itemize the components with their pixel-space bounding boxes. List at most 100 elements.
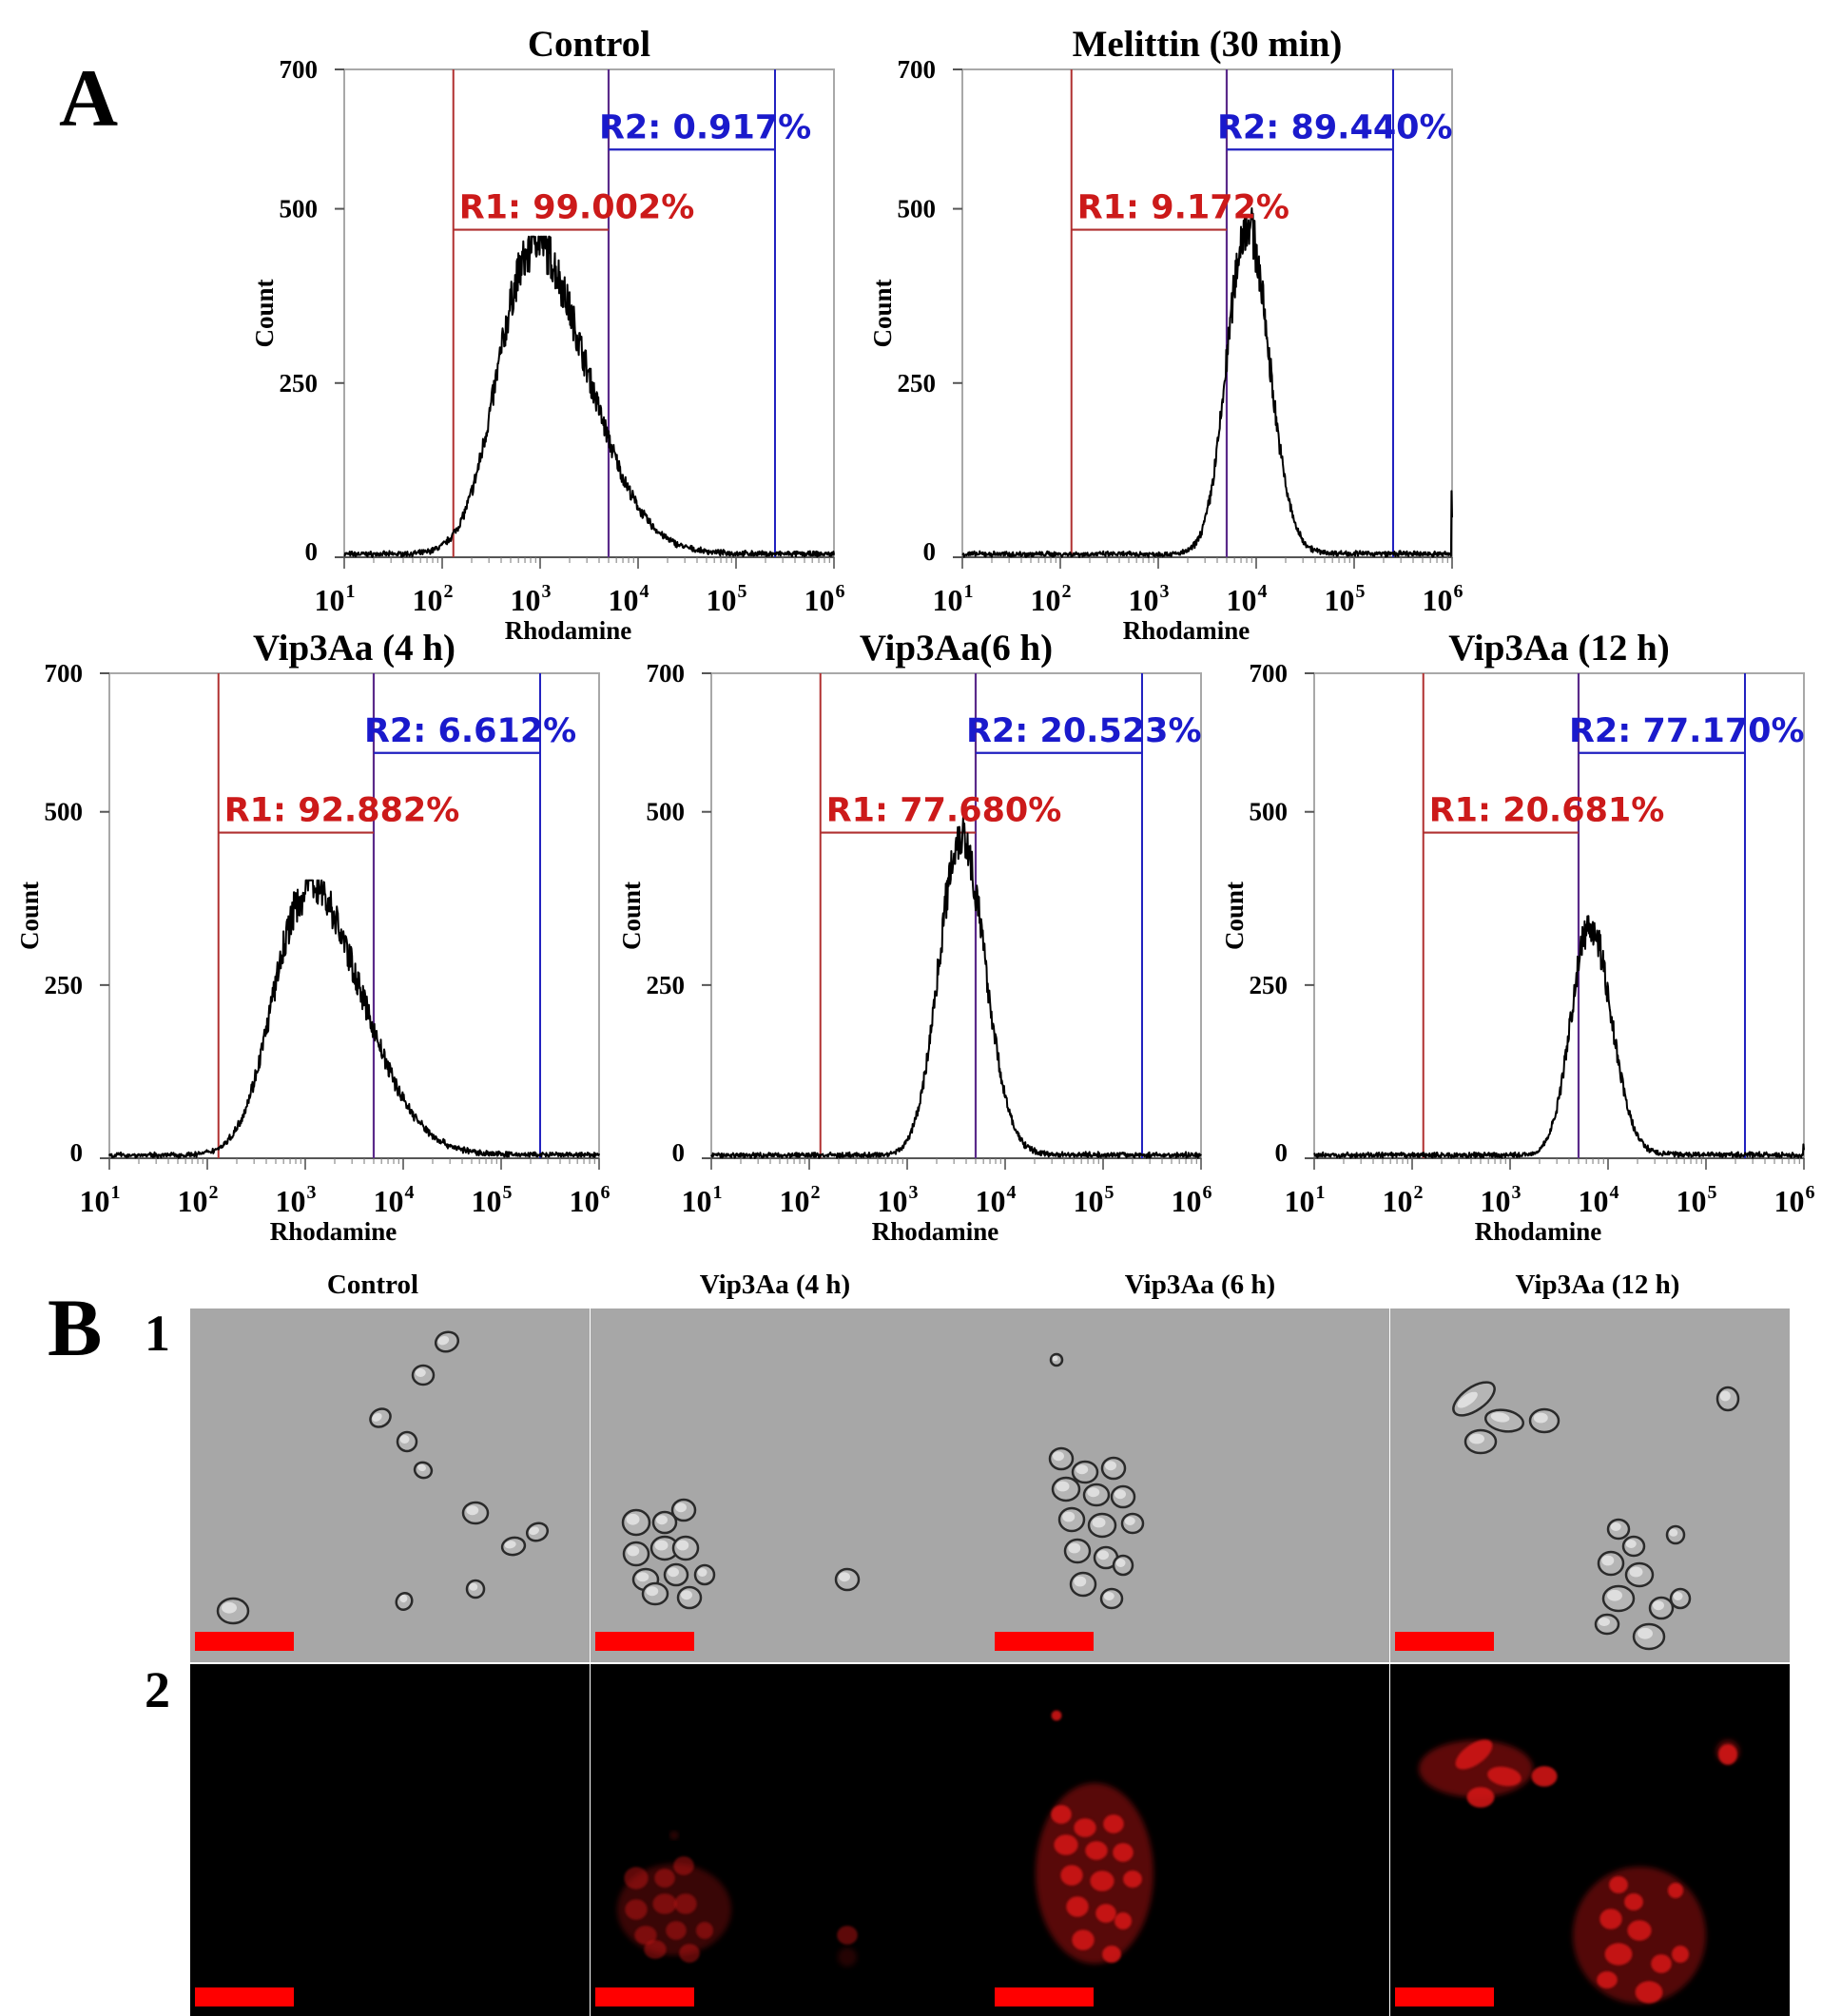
fluorescent-cell bbox=[1672, 1946, 1689, 1963]
cell-highlight bbox=[627, 1545, 640, 1557]
cell-highlight bbox=[529, 1526, 539, 1536]
x-tick-label: 101 bbox=[80, 1182, 121, 1218]
cell-highlight bbox=[1068, 1542, 1081, 1554]
yeast-cell bbox=[395, 1591, 414, 1612]
cell-highlight bbox=[839, 1572, 850, 1582]
histogram-trace bbox=[961, 207, 1453, 558]
gate-r2-label: R2: 6.612% bbox=[364, 712, 576, 750]
yeast-cell bbox=[693, 1563, 716, 1586]
y-axis-label: Count bbox=[1220, 882, 1249, 950]
y-tick-label: 250 bbox=[647, 971, 686, 999]
x-tick-label: 105 bbox=[1325, 581, 1366, 617]
y-axis-label: Count bbox=[250, 279, 279, 347]
fluorescent-cell bbox=[1051, 1710, 1062, 1721]
micrograph-grid bbox=[190, 1308, 1790, 2016]
fluorescence-background bbox=[591, 1664, 990, 2016]
col-label-vip3aa-12h: Vip3Aa (12 h) bbox=[1516, 1270, 1680, 1300]
gate-r1-label: R1: 20.681% bbox=[1429, 792, 1665, 830]
cell-highlight bbox=[1056, 1481, 1070, 1492]
fluorescent-cell bbox=[644, 1940, 667, 1959]
cell-highlight bbox=[417, 1464, 426, 1472]
chart-title: Control bbox=[528, 24, 650, 65]
x-tick-label: 104 bbox=[1227, 581, 1268, 617]
cell-highlight bbox=[437, 1335, 450, 1346]
cell-highlight bbox=[676, 1540, 689, 1551]
cell-highlight bbox=[1719, 1390, 1731, 1402]
x-tick-label: 102 bbox=[780, 1182, 821, 1218]
yeast-cell bbox=[1069, 1571, 1097, 1598]
panel-a-letter: A bbox=[59, 52, 118, 144]
x-tick-label: 103 bbox=[511, 581, 552, 617]
fluorescent-cell bbox=[652, 1893, 677, 1914]
chart-title: Vip3Aa (4 h) bbox=[253, 628, 456, 669]
fluorescent-cell bbox=[1599, 1909, 1622, 1929]
yeast-cell bbox=[1669, 1587, 1692, 1610]
cell-highlight bbox=[675, 1502, 687, 1513]
x-tick-label: 101 bbox=[682, 1182, 723, 1218]
cell-highlight bbox=[399, 1435, 410, 1444]
y-tick-label: 500 bbox=[898, 195, 937, 223]
y-tick-label: 500 bbox=[647, 798, 686, 826]
x-tick-label: 106 bbox=[1774, 1182, 1815, 1218]
row-number-1: 1 bbox=[145, 1305, 170, 1362]
yeast-cell bbox=[1483, 1408, 1525, 1433]
x-tick-label: 106 bbox=[804, 581, 845, 617]
brightfield-background bbox=[190, 1308, 590, 1662]
fluorescent-cell bbox=[1072, 1929, 1095, 1950]
x-tick-label: 104 bbox=[374, 1182, 415, 1218]
yeast-cell bbox=[1063, 1538, 1092, 1564]
cell-highlight bbox=[504, 1541, 516, 1549]
x-tick-label: 106 bbox=[1423, 581, 1463, 617]
y-tick-label: 250 bbox=[1250, 971, 1289, 999]
histogram-trace bbox=[343, 235, 835, 558]
fluorescent-cell bbox=[1095, 1904, 1116, 1923]
cell-highlight bbox=[1087, 1487, 1100, 1498]
yeast-cell bbox=[1100, 1456, 1127, 1481]
x-axis-label: Rhodamine bbox=[1123, 616, 1250, 645]
x-tick-label: 106 bbox=[1172, 1182, 1212, 1218]
x-tick-label: 103 bbox=[1129, 581, 1170, 617]
fluorescent-cell bbox=[1051, 1805, 1072, 1824]
y-tick-label: 700 bbox=[1250, 659, 1289, 688]
fluorescent-cell bbox=[1609, 1876, 1628, 1893]
fluorescence-tile-2 bbox=[591, 1664, 990, 2016]
cell-highlight bbox=[1074, 1576, 1087, 1587]
fluorescent-cell bbox=[679, 1944, 700, 1963]
row-number-2: 2 bbox=[145, 1661, 170, 1718]
y-tick-label: 700 bbox=[45, 659, 84, 688]
x-tick-label: 101 bbox=[933, 581, 974, 617]
cell-highlight bbox=[466, 1505, 479, 1516]
fluorescent-cell bbox=[1718, 1744, 1737, 1765]
fluorescent-cell bbox=[674, 1893, 697, 1914]
scale-bar bbox=[1395, 1632, 1494, 1651]
y-tick-label: 0 bbox=[70, 1138, 84, 1167]
fluorescent-cell bbox=[1090, 1871, 1115, 1891]
yeast-cell bbox=[676, 1585, 703, 1610]
cell-highlight bbox=[1629, 1566, 1643, 1578]
x-tick-label: 102 bbox=[1383, 1182, 1424, 1218]
x-tick-label: 105 bbox=[1677, 1182, 1717, 1218]
fluorescent-cell bbox=[837, 1926, 858, 1945]
y-tick-label: 0 bbox=[923, 537, 937, 566]
brightfield-background bbox=[1390, 1308, 1790, 1662]
yeast-cell bbox=[1051, 1476, 1081, 1502]
y-tick-label: 0 bbox=[672, 1138, 686, 1167]
y-tick-label: 500 bbox=[1250, 798, 1289, 826]
x-tick-label: 102 bbox=[1031, 581, 1072, 617]
yeast-cell bbox=[1110, 1484, 1136, 1509]
yeast-cell bbox=[1621, 1535, 1646, 1558]
cell-highlight bbox=[469, 1582, 478, 1591]
gate-r1-label: R1: 9.172% bbox=[1077, 189, 1289, 227]
gate-r1-label: R1: 99.002% bbox=[459, 189, 695, 227]
fluorescent-cell bbox=[666, 1921, 687, 1940]
y-tick-label: 500 bbox=[280, 195, 319, 223]
yeast-cell bbox=[1087, 1512, 1117, 1539]
cell-highlight bbox=[1062, 1511, 1076, 1522]
cell-highlight bbox=[654, 1540, 669, 1551]
histogram-chart-2: 0 250 500 700 101 102 103 104 105 106 Rhodamine Cou… bbox=[868, 24, 1463, 645]
yeast-cell bbox=[651, 1510, 678, 1535]
yeast-cell bbox=[671, 1535, 700, 1561]
cell-highlight bbox=[646, 1586, 659, 1597]
cell-highlight bbox=[1053, 1451, 1064, 1462]
col-label-vip3aa-6h: Vip3Aa (6 h) bbox=[1125, 1270, 1275, 1300]
